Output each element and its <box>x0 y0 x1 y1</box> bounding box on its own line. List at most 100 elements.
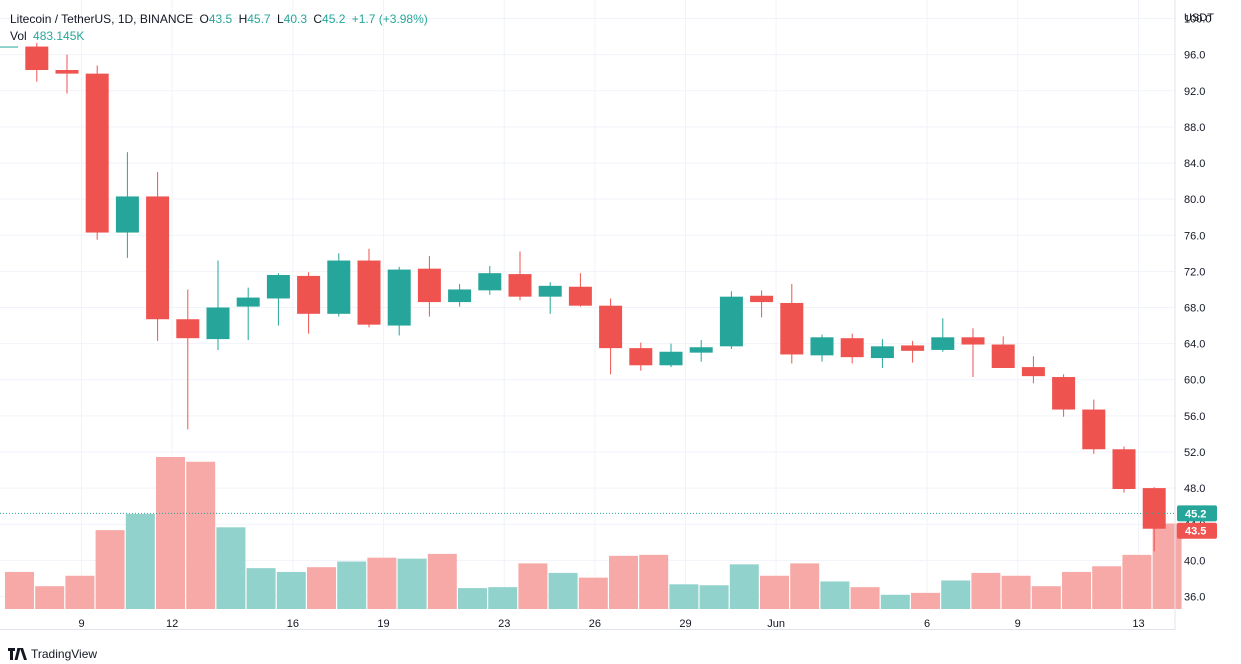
volume-value: 483.145K <box>33 29 85 43</box>
volume-bar <box>95 530 125 609</box>
volume-bar <box>458 588 487 609</box>
y-tick-label: 36.0 <box>1184 591 1205 603</box>
price-tags: 45.2 43.5 <box>0 505 1217 539</box>
candle-body <box>1052 377 1076 410</box>
y-tick-label: 80.0 <box>1184 194 1205 206</box>
x-tick-label: 6 <box>924 618 930 630</box>
volume-bar <box>971 572 1001 609</box>
open-value: 43.5 <box>208 12 233 26</box>
x-tick-label: 16 <box>287 618 299 630</box>
open-label: O <box>199 12 209 26</box>
candle-body <box>870 346 894 359</box>
candle-body <box>0 46 19 48</box>
volume-bar <box>125 514 155 609</box>
y-tick-label: 92.0 <box>1184 86 1205 98</box>
time-axis[interactable]: 9 12 16 19 23 26 29 Jun 6 9 13 <box>0 618 1175 630</box>
y-tick-label: 88.0 <box>1184 122 1205 134</box>
symbol-title[interactable]: Litecoin / TetherUS, 1D, BINANCE <box>10 12 194 26</box>
candle-body <box>780 302 804 355</box>
x-tick-label: 19 <box>377 618 389 630</box>
tradingview-logo[interactable]: TradingView <box>8 647 97 661</box>
volume-bar <box>427 553 457 609</box>
price-axis[interactable]: 36.040.044.048.052.056.060.064.068.072.0… <box>1174 0 1214 630</box>
volume-bar <box>518 563 548 609</box>
volume-bar <box>276 571 306 609</box>
candle-body <box>629 348 653 366</box>
y-tick-label: 52.0 <box>1184 447 1205 459</box>
volume-bar <box>307 567 336 609</box>
candle-body <box>357 260 381 325</box>
volume-bar <box>397 558 427 609</box>
low-value: 40.3 <box>283 12 307 26</box>
x-tick-label: Jun <box>767 618 785 630</box>
y-tick-label: 96.0 <box>1184 50 1205 62</box>
brand-label: TradingView <box>31 647 98 661</box>
change-value: +1.7 (+3.98%) <box>351 12 428 26</box>
candle-body <box>297 275 321 314</box>
volume-bar <box>941 580 971 609</box>
volume-bar <box>5 571 34 609</box>
close-value: 45.2 <box>322 12 346 26</box>
volume-bar <box>1062 571 1091 609</box>
candle-body <box>901 345 925 351</box>
low-label: L <box>276 12 284 26</box>
candle-body <box>508 274 532 297</box>
volume-bar <box>1031 586 1061 609</box>
candle-body <box>236 297 260 307</box>
volume-label: Vol <box>10 29 27 43</box>
volume-bar <box>65 575 95 609</box>
volume-bar <box>1122 554 1152 609</box>
high-label: H <box>238 12 248 26</box>
y-tick-label: 72.0 <box>1184 266 1205 278</box>
volume-bar <box>35 586 65 609</box>
volume-bar <box>760 575 789 609</box>
y-tick-label: 68.0 <box>1184 303 1205 315</box>
last-price-text: 45.2 <box>1185 508 1206 520</box>
candle-body <box>478 273 502 291</box>
volume-bar <box>911 592 940 609</box>
y-tick-label: 56.0 <box>1184 411 1205 423</box>
candle-body <box>55 70 79 74</box>
x-tick-label: 26 <box>589 618 601 630</box>
y-tick-label: 84.0 <box>1184 158 1205 170</box>
x-tick-label: 29 <box>679 618 691 630</box>
x-tick-label: 9 <box>78 618 84 630</box>
volume-bar <box>729 564 759 609</box>
candle-body <box>25 46 49 71</box>
candle-body <box>266 274 290 299</box>
chart-legend: Litecoin / TetherUS, 1D, BINANCE O43.5 H… <box>10 11 428 45</box>
candle-body <box>599 305 623 349</box>
volume-row: Vol 483.145K <box>10 28 428 45</box>
y-tick-label: 64.0 <box>1184 339 1205 351</box>
volume-bar <box>578 577 608 609</box>
volume-bar <box>669 584 699 609</box>
volume-bar <box>820 581 850 609</box>
y-tick-label: 60.0 <box>1184 375 1205 387</box>
x-tick-label: 12 <box>166 618 178 630</box>
candle-body <box>1082 409 1106 450</box>
candle-body <box>448 289 472 303</box>
candle-body <box>176 319 200 339</box>
candle-body <box>115 196 139 233</box>
candle-body <box>689 347 713 353</box>
volume-bar <box>1001 575 1031 609</box>
candle-body <box>1021 367 1045 377</box>
volume-bar <box>156 457 185 609</box>
currency-label: USDT <box>1184 12 1214 24</box>
volume-bar <box>367 557 397 609</box>
y-tick-label: 40.0 <box>1184 555 1205 567</box>
candle-body <box>417 268 441 303</box>
candle-body <box>840 338 864 358</box>
y-tick-label: 48.0 <box>1184 483 1205 495</box>
volume-bar <box>609 555 638 609</box>
last-price-tag <box>1177 505 1217 522</box>
volume-bar <box>1152 523 1182 609</box>
y-tick-label: 76.0 <box>1184 230 1205 242</box>
volume-bar <box>337 561 367 609</box>
volume-bar <box>1092 566 1122 609</box>
volume-bar <box>790 563 820 609</box>
chart-grid <box>0 0 1175 610</box>
ohlc-row: Litecoin / TetherUS, 1D, BINANCE O43.5 H… <box>10 11 428 28</box>
volume-bar <box>216 527 246 609</box>
